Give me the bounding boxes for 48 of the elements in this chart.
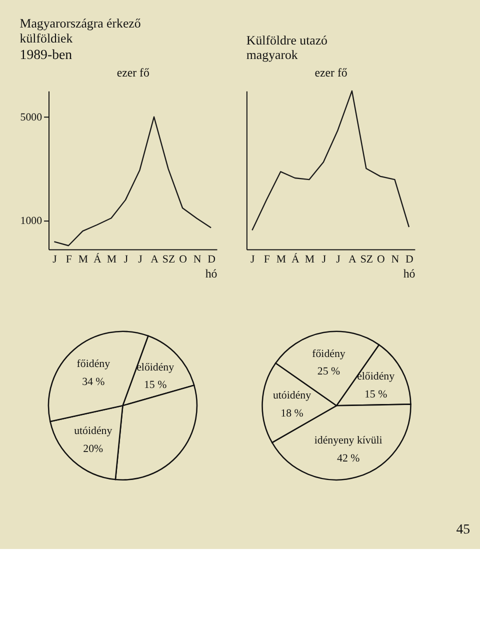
data-label: 34 % [82, 376, 105, 388]
y-axis-title: ezer fő [116, 66, 150, 80]
x-tick-label: M [106, 254, 117, 266]
x-tick-label: F [66, 254, 72, 266]
slice-label: idényeny kívüli [314, 434, 382, 447]
x-tick-label: O [179, 254, 188, 266]
x-tick-label: M [78, 254, 88, 266]
data-label: 15 % [144, 379, 167, 392]
y-axis-title: ezer fő [314, 66, 348, 80]
x-tick-label: M [276, 254, 286, 266]
y-tick-label: 1000 [20, 215, 43, 228]
x-tick-label: J [336, 254, 340, 266]
chart-subtitle: 1989-ben [20, 47, 72, 62]
x-tick-label: F [264, 254, 270, 266]
data-label: 25 % [317, 366, 340, 378]
line-series [54, 116, 212, 246]
slice-label: utóidény [272, 390, 312, 402]
x-tick-label: D [208, 254, 216, 266]
x-tick-label: A [150, 254, 159, 266]
slice-label: főidény [76, 358, 111, 370]
y-tick-label: 5000 [20, 111, 43, 124]
slice-label: előidény [357, 370, 396, 383]
x-tick-label: Á [94, 252, 102, 266]
x-tick-label: A [348, 254, 357, 266]
x-tick-label: M [304, 254, 315, 266]
x-tick-label: SZ [360, 254, 374, 266]
x-tick-label: N [193, 254, 202, 266]
x-tick-label: J [322, 254, 326, 266]
x-tick-label: SZ [162, 254, 176, 266]
data-label: 18 % [280, 408, 304, 420]
x-axis-title: hó [403, 266, 416, 280]
x-tick-label: D [406, 254, 414, 266]
data-label: 20% [83, 442, 104, 455]
x-tick-label: O [377, 254, 386, 266]
data-label: 42 % [337, 452, 360, 464]
slice-label: főidény [312, 348, 346, 360]
x-tick-label: J [138, 254, 142, 266]
x-tick-label: Á [291, 252, 300, 266]
chart-title: Magyarországra érkező külföldiek [20, 16, 141, 46]
x-tick-label: N [391, 254, 400, 266]
x-axis-title: hó [205, 266, 218, 280]
text: 45 [456, 521, 470, 536]
x-tick-label: J [250, 254, 255, 266]
x-tick-label: J [52, 254, 57, 266]
data-label: 15 % [364, 388, 388, 401]
x-tick-label: J [124, 254, 128, 266]
slice-label: utóidény [74, 424, 113, 437]
slice-label: előidény [136, 361, 175, 374]
